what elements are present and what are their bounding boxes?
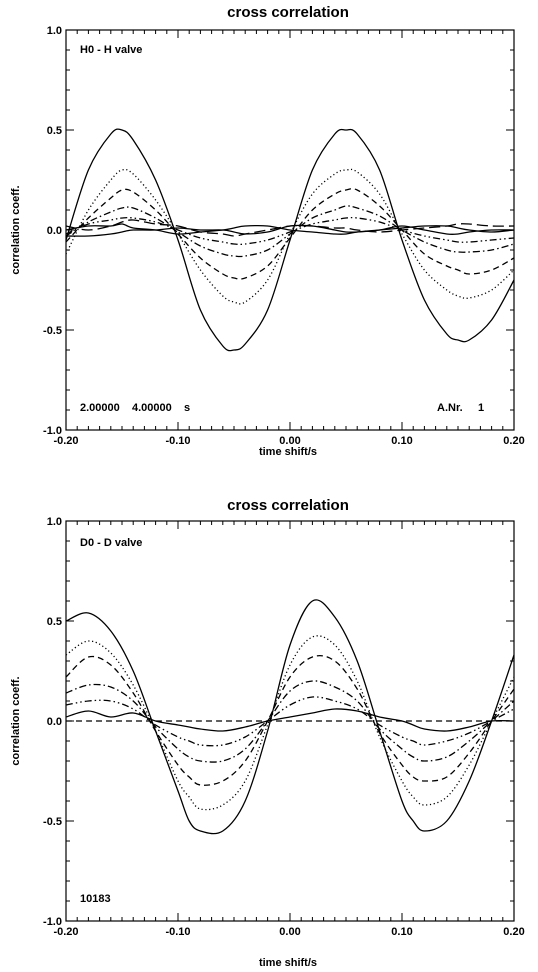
- x-tick-label: 0.10: [391, 435, 412, 447]
- panel-label: H0 - H valve: [80, 44, 142, 56]
- x-tick-label: 0.20: [503, 926, 524, 938]
- y-tick-label: -0.5: [43, 816, 62, 828]
- anr-annotation: A.Nr. 1: [437, 402, 484, 414]
- x-tick-label: -0.20: [53, 435, 78, 447]
- y-tick-label: 1.0: [47, 516, 62, 528]
- y-tick-label: 0.5: [47, 125, 62, 137]
- x-axis-label: time shift/s: [259, 957, 317, 969]
- series-line: [65, 216, 515, 246]
- y-tick-label: 0.0: [47, 225, 62, 237]
- y-tick-label: -1.0: [43, 425, 62, 437]
- x-tick-label: -0.20: [53, 926, 78, 938]
- series-line: [65, 680, 515, 763]
- x-tick-label: -0.10: [165, 926, 190, 938]
- time-range-annotation: 2.00000 4.00000 s: [80, 402, 190, 414]
- y-axis-label: correlation coeff.: [10, 185, 22, 274]
- series-line: [65, 635, 515, 811]
- y-tick-label: 0.0: [47, 716, 62, 728]
- plot-area: -0.20 -0.10 0.00 0.10 0.20 1.0 0.5 0.0 -0.5 -1.0: [43, 25, 525, 447]
- shot-number-annotation: 10183: [80, 893, 111, 905]
- y-tick-label: -1.0: [43, 916, 62, 928]
- series-line: [65, 223, 515, 235]
- x-tick-label: 0.00: [279, 926, 300, 938]
- y-tick-label: 0.5: [47, 616, 62, 628]
- y-tick-label: 1.0: [47, 25, 62, 37]
- chart-title: cross correlation: [227, 497, 349, 514]
- series-line: [65, 205, 515, 258]
- chart-title: cross correlation: [227, 4, 349, 21]
- series-line: [65, 224, 515, 237]
- x-tick-label: 0.20: [503, 435, 524, 447]
- series-line: [65, 187, 515, 280]
- x-axis-label: time shift/s: [259, 446, 317, 458]
- x-tick-label: -0.10: [165, 435, 190, 447]
- y-axis-label: correlation coeff.: [10, 676, 22, 765]
- panel-bottom: cross correlation correlation coeff. tim…: [10, 497, 349, 969]
- series-line: [65, 696, 515, 747]
- series-line: [65, 168, 515, 305]
- panel-label: D0 - D valve: [80, 537, 142, 549]
- y-tick-label: -0.5: [43, 325, 62, 337]
- panel-top: cross correlation correlation coeff. tim…: [10, 4, 484, 458]
- series-line: [65, 708, 515, 732]
- series-line: [65, 128, 515, 352]
- x-tick-label: 0.00: [279, 435, 300, 447]
- plot-area: -0.20 -0.10 0.00 0.10 0.20 1.0 0.5 0.0 -0.5 -1.0: [43, 516, 525, 938]
- series-line: [65, 599, 515, 835]
- x-tick-label: 0.10: [391, 926, 412, 938]
